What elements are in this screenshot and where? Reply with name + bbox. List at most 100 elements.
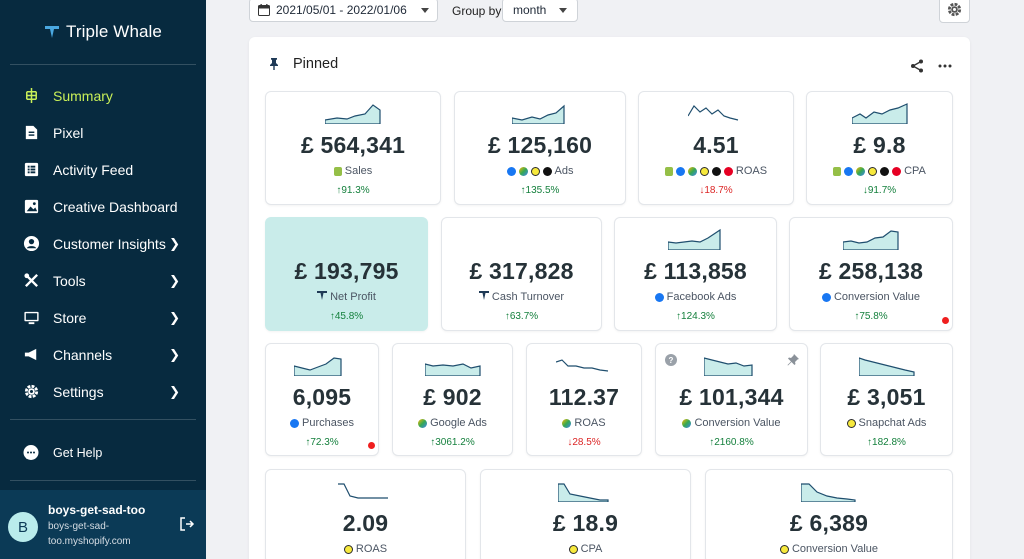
metric-value: £ 18.9 (552, 510, 619, 536)
metric-card[interactable]: £ 258,138 Conversion Value ↑75.8% (789, 217, 953, 331)
metric-card[interactable]: £ 902 Google Ads ↑3061.2% (392, 343, 513, 456)
sidebar-item-label: Summary (53, 87, 113, 104)
shopify-icon (833, 166, 842, 176)
panel-title: Pinned (293, 56, 339, 72)
sidebar-item-store[interactable]: Store ❯ (0, 299, 206, 336)
chevron-right-icon: ❯ (169, 346, 180, 362)
share-icon[interactable] (910, 59, 924, 73)
metric-card[interactable]: 112.37 ROAS ↓28.5% (526, 343, 642, 456)
user-circle-icon (22, 235, 40, 253)
sidebar-item-channels[interactable]: Channels ❯ (0, 336, 206, 373)
sparkline-path (337, 483, 388, 499)
more-options-icon[interactable] (938, 59, 952, 73)
metric-change: ↓91.7% (862, 185, 897, 196)
avatar[interactable]: B (8, 512, 38, 542)
snapchat-icon (568, 544, 578, 554)
pin-icon (270, 58, 278, 70)
metric-label-row: Purchases (266, 417, 378, 429)
metric-label-row: Net Profit (266, 291, 427, 303)
sidebar-item-settings[interactable]: Settings ❯ (0, 373, 206, 410)
sidebar-item-label: Store (53, 309, 87, 326)
metric-card[interactable]: £ 193,795 Net Profit ↑45.8% (265, 217, 428, 331)
logout-icon[interactable] (179, 516, 195, 532)
sidebar-item-label: Tools (53, 272, 86, 289)
facebook-icon (844, 166, 854, 176)
triple-whale-icon (317, 291, 328, 303)
sidebar-item-summary[interactable]: Summary (0, 77, 206, 114)
pinterest-icon (892, 166, 902, 176)
tiktok-icon (711, 166, 721, 176)
facebook-icon (506, 166, 516, 176)
metric-value: £ 258,138 (818, 258, 924, 284)
get-help-label: Get Help (53, 446, 103, 460)
sparkline (843, 230, 899, 250)
metric-change: ↑91.3% (336, 185, 370, 196)
metric-label: ROAS (735, 165, 768, 177)
metric-label-row: CPA (807, 165, 952, 177)
summary-icon (22, 87, 40, 105)
settings-button[interactable] (939, 0, 970, 23)
metric-label: Sales (344, 165, 373, 177)
help-icon[interactable]: ? (665, 353, 677, 366)
metric-card[interactable]: 2.09 ROAS (265, 469, 466, 559)
sidebar-item-customer-insights[interactable]: Customer Insights ❯ (0, 225, 206, 262)
get-help-link[interactable]: Get Help (22, 444, 102, 462)
snapchat-icon (530, 166, 540, 176)
pixel-icon (22, 124, 40, 142)
sparkline-path (325, 104, 381, 124)
megaphone-icon (22, 346, 40, 364)
sidebar-item-creative-dashboard[interactable]: Creative Dashboard (0, 188, 206, 225)
sidebar-item-pixel[interactable]: Pixel (0, 114, 206, 151)
metric-label: Conversion Value (833, 291, 920, 303)
metric-card[interactable]: £ 6,389 Conversion Value (705, 469, 953, 559)
metric-card[interactable]: £ 564,341 Sales ↑91.3% (265, 91, 441, 205)
sidebar-nav: Summary Pixel Activity Feed Creative Das… (0, 65, 206, 410)
sparkline (667, 228, 721, 250)
metric-change: ↓28.5% (567, 437, 601, 448)
metric-value: £ 9.8 (853, 132, 906, 158)
metric-value: 4.51 (693, 132, 739, 158)
activity-feed-icon (22, 161, 40, 179)
metric-change: ↑63.7% (504, 311, 539, 322)
metric-label-row: Conversion Value (790, 291, 952, 303)
metric-value: £ 101,344 (679, 384, 784, 410)
chevron-right-icon: ❯ (169, 272, 180, 288)
metric-card[interactable]: 6,095 Purchases ↑72.3% (265, 343, 379, 456)
sidebar-item-activity-feed[interactable]: Activity Feed (0, 151, 206, 188)
metric-change: ↑124.3% (676, 311, 715, 322)
brand-logo[interactable]: Triple Whale (0, 0, 206, 64)
metric-card[interactable]: 4.51 ROAS ↓18.7% (638, 91, 794, 205)
metric-card[interactable]: £ 125,160 Ads ↑135.5% (454, 91, 626, 205)
metric-label-row: Conversion Value (656, 417, 807, 429)
google-ads-icon (687, 166, 697, 176)
metric-value: £ 3,051 (847, 384, 926, 410)
metric-change: ↑135.5% (520, 185, 560, 196)
sidebar-item-tools[interactable]: Tools ❯ (0, 262, 206, 299)
pinterest-icon (723, 166, 733, 176)
chevron-down-icon (421, 7, 429, 13)
metric-change: ↑72.3% (305, 437, 339, 448)
sparkline-path (557, 483, 609, 502)
metric-change: ↑3061.2% (430, 437, 475, 448)
sparkline-path (512, 104, 565, 124)
metric-change: ↑182.8% (867, 437, 906, 448)
metric-label: Ads (554, 165, 574, 177)
metric-card[interactable]: £ 317,828 Cash Turnover ↑63.7% (441, 217, 602, 331)
google-ads-icon (562, 418, 572, 428)
metric-label-row: ROAS (266, 543, 465, 555)
google-ads-icon (856, 166, 866, 176)
group-by-label: Group by (452, 4, 502, 18)
sparkline (858, 357, 915, 376)
google-ads-icon (418, 418, 428, 428)
group-by-select[interactable]: month (502, 0, 578, 22)
metric-card[interactable]: £ 101,344 Conversion Value ↑2160.8%? (655, 343, 808, 456)
metric-card[interactable]: £ 18.9 CPA (480, 469, 691, 559)
snapchat-icon (343, 544, 353, 554)
metric-card[interactable]: £ 3,051 Snapchat Ads ↑182.8% (820, 343, 953, 456)
date-range-picker[interactable]: 2021/05/01 - 2022/01/06 (249, 0, 438, 22)
metric-label: ROAS (574, 417, 606, 429)
metric-label: Facebook Ads (666, 291, 737, 303)
metric-card[interactable]: £ 113,858 Facebook Ads ↑124.3% (614, 217, 777, 331)
metric-card[interactable]: £ 9.8 CPA ↓91.7% (806, 91, 953, 205)
pin-icon[interactable] (787, 353, 799, 366)
